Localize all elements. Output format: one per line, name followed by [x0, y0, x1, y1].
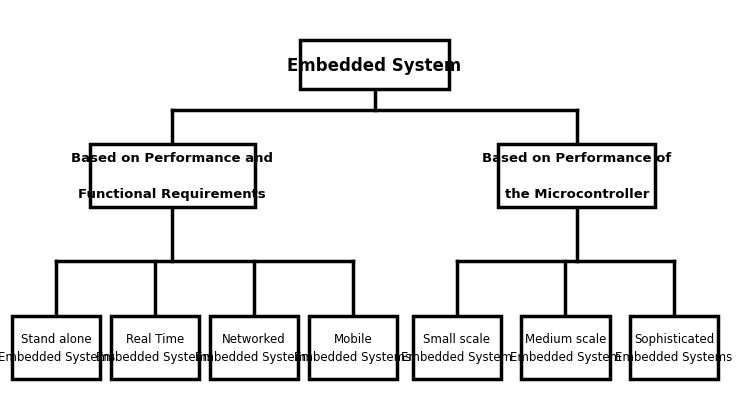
- Text: Medium scale
Embedded System: Medium scale Embedded System: [510, 332, 621, 363]
- Text: Real Time
Embedded Systems: Real Time Embedded Systems: [97, 332, 213, 363]
- FancyBboxPatch shape: [12, 316, 100, 380]
- Text: Stand alone
Embedded Systems: Stand alone Embedded Systems: [0, 332, 115, 363]
- Text: Embedded System: Embedded System: [288, 56, 461, 74]
- FancyBboxPatch shape: [300, 41, 449, 90]
- FancyBboxPatch shape: [90, 144, 255, 208]
- Text: Sophisticated
Embedded Systems: Sophisticated Embedded Systems: [616, 332, 733, 363]
- Text: Small scale
Embedded System: Small scale Embedded System: [401, 332, 512, 363]
- FancyBboxPatch shape: [413, 316, 501, 380]
- FancyBboxPatch shape: [498, 144, 655, 208]
- FancyBboxPatch shape: [309, 316, 397, 380]
- Text: Mobile
Embedded Systems: Mobile Embedded Systems: [294, 332, 411, 363]
- FancyBboxPatch shape: [630, 316, 718, 380]
- Text: Based on Performance and

Functional Requirements: Based on Performance and Functional Requ…: [71, 151, 273, 200]
- FancyBboxPatch shape: [111, 316, 199, 380]
- FancyBboxPatch shape: [210, 316, 298, 380]
- FancyBboxPatch shape: [521, 316, 610, 380]
- Text: Networked
Embedded Systems: Networked Embedded Systems: [195, 332, 312, 363]
- Text: Based on Performance of

the Microcontroller: Based on Performance of the Microcontrol…: [482, 151, 671, 200]
